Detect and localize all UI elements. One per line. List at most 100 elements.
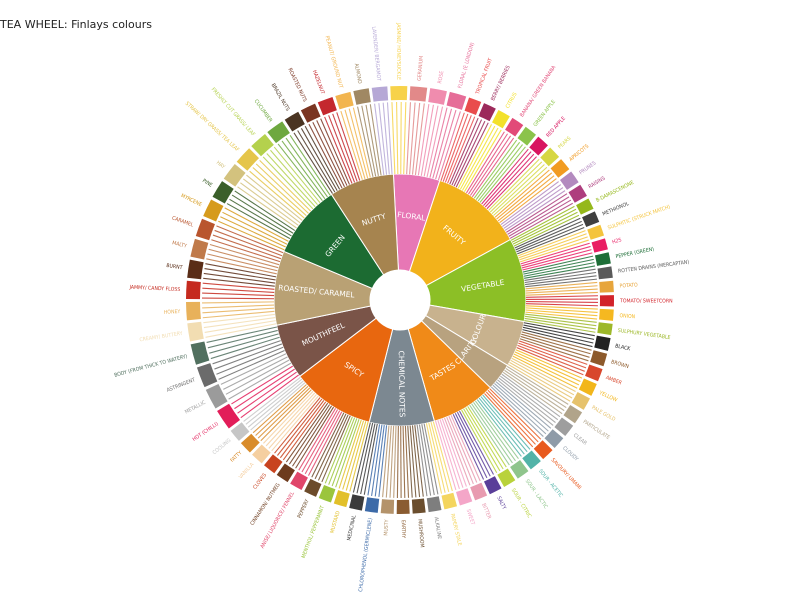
tick-line — [518, 342, 587, 369]
flavour-swatch-cloudy[interactable] — [544, 429, 564, 448]
flavour-swatch-apricots[interactable] — [550, 159, 570, 178]
flavour-swatch-clear[interactable] — [554, 417, 574, 436]
flavour-swatch-fatty[interactable] — [240, 433, 260, 453]
flavour-swatch-medicinal[interactable] — [349, 494, 365, 511]
flavour-swatch-papery-stale[interactable] — [441, 492, 458, 510]
flavour-swatch-methionol[interactable] — [582, 211, 600, 228]
flavour-swatch-hot-chilli[interactable] — [217, 403, 241, 429]
tick-line — [320, 118, 351, 185]
flavour-swatch-onion[interactable] — [599, 308, 614, 321]
flavour-swatch-pale-gold[interactable] — [571, 392, 590, 410]
flavour-swatch-mustard[interactable] — [333, 490, 350, 508]
flavour-swatch-malty[interactable] — [190, 238, 209, 260]
flavour-swatch-body-from-thick-to-watery[interactable] — [190, 341, 210, 365]
flavour-swatch-peanut-ground-nut[interactable] — [335, 91, 354, 110]
flavour-swatch-banana-green-banana[interactable] — [505, 117, 524, 137]
flavour-swatch-particulate[interactable] — [563, 405, 583, 424]
flavour-swatch-earthy[interactable] — [396, 499, 410, 514]
flavour-swatch-almond[interactable] — [353, 88, 371, 105]
flavour-swatch-geranium[interactable] — [409, 86, 428, 102]
flavour-swatch-rotten-drains-mercaptan[interactable] — [597, 266, 613, 280]
flavour-swatch-anise-liquorice-fennel[interactable] — [290, 471, 308, 490]
flavour-swatch-jammy-candy-floss[interactable] — [186, 280, 201, 300]
flavour-swatch-sulphury-vegetable[interactable] — [597, 322, 613, 336]
flavour-swatch-menthol-peppermint[interactable] — [318, 485, 336, 503]
flavour-swatch-tropical-fruit[interactable] — [464, 97, 482, 115]
page-title: TEA WHEEL: Finlays colours — [0, 18, 152, 31]
flavour-swatch-h2s[interactable] — [591, 238, 608, 253]
flavour-swatch-caramel[interactable] — [195, 218, 215, 241]
tick-line — [396, 425, 399, 498]
tick-line — [301, 409, 339, 473]
tick-line — [437, 420, 460, 490]
flavour-swatch-peppery[interactable] — [304, 478, 322, 497]
tick-line — [324, 116, 353, 184]
tick-line — [211, 239, 281, 263]
flavour-swatch-musty[interactable] — [380, 499, 395, 514]
flavour-swatch-creamy-buttery[interactable] — [187, 321, 204, 342]
flavour-swatch-savoury-umami[interactable] — [533, 440, 553, 460]
flavour-swatch-pears[interactable] — [540, 147, 560, 167]
flavour-swatch-citrus[interactable] — [492, 110, 510, 129]
tick-line — [513, 214, 580, 247]
flavour-swatch-myrcene[interactable] — [203, 199, 224, 222]
tick-line — [266, 153, 316, 208]
flavour-swatch-bitter[interactable] — [470, 482, 488, 501]
tick-line — [451, 119, 483, 186]
tick-line — [457, 124, 493, 189]
flavour-swatch-cinnamon-nutmeg[interactable] — [276, 463, 295, 483]
flavour-label-amber: AMBER — [605, 375, 623, 387]
flavour-swatch-burnt[interactable] — [187, 259, 204, 280]
flavour-swatch-chlorophenol-germiclene[interactable] — [364, 497, 380, 513]
flavour-swatch-pepper-green[interactable] — [594, 252, 611, 266]
flavour-swatch-amber[interactable] — [585, 364, 603, 382]
flavour-swatch-red-apple[interactable] — [529, 136, 548, 156]
flavour-swatch-straw-dry-grass-tea-leaf[interactable] — [236, 148, 260, 171]
flavour-swatch-pine[interactable] — [212, 181, 234, 204]
flavour-swatch-freshly-cut-grass-leaf[interactable] — [251, 133, 274, 157]
flavour-swatch-alkaline[interactable] — [426, 496, 442, 513]
flavour-swatch-cucumber[interactable] — [267, 121, 290, 144]
flavour-swatch-roasted-nuts[interactable] — [300, 103, 321, 123]
flavour-swatch-potato[interactable] — [599, 280, 614, 293]
flavour-swatch-hay[interactable] — [223, 164, 246, 187]
tick-line — [463, 408, 501, 472]
flavour-swatch-sweet[interactable] — [455, 488, 473, 506]
flavour-swatch-yellow[interactable] — [578, 378, 597, 396]
flavour-label-peppery: PEPPERY — [297, 498, 311, 519]
flavour-swatch-sour-lactic[interactable] — [510, 459, 529, 479]
flavour-swatch-sulphitic-struck-match[interactable] — [587, 224, 605, 240]
flavour-swatch-rose[interactable] — [428, 88, 447, 105]
flavour-swatch-tomato-sweetcorn[interactable] — [599, 295, 614, 307]
flavour-swatch-berry-berries[interactable] — [478, 103, 496, 122]
flavour-swatch-hazelnut[interactable] — [317, 96, 337, 116]
tick-line — [243, 178, 301, 224]
flavour-swatch-b-damascenone[interactable] — [576, 198, 594, 215]
flavour-swatch-jasmine-honeysuckle[interactable] — [390, 86, 408, 101]
flavour-swatch-vanilla[interactable] — [252, 444, 271, 464]
flavour-swatch-cloves[interactable] — [264, 454, 283, 474]
flavour-swatch-raisins[interactable] — [568, 184, 587, 203]
flavour-swatch-astringent[interactable] — [196, 363, 218, 388]
flavour-swatch-lavender-bergamot[interactable] — [371, 86, 389, 102]
flavour-swatch-sour-citric[interactable] — [497, 468, 516, 487]
tick-line — [279, 400, 325, 459]
flavour-swatch-brazil-nuts[interactable] — [284, 111, 305, 132]
tick-line — [214, 343, 283, 370]
flavour-swatch-mushroom[interactable] — [411, 498, 426, 514]
flavour-swatch-brown[interactable] — [590, 350, 608, 367]
flavour-swatch-metallic[interactable] — [205, 383, 228, 409]
flavour-swatch-green-apple[interactable] — [517, 126, 536, 146]
flavour-swatch-prunes[interactable] — [559, 171, 579, 190]
flavour-swatch-honey[interactable] — [186, 301, 201, 321]
flavour-label-cucumber: CUCUMBER — [253, 99, 274, 125]
tick-line — [202, 307, 275, 314]
tick-line — [220, 216, 286, 248]
flavour-swatch-floral-e-london[interactable] — [446, 91, 467, 110]
flavour-label-myrcene: MYRCENE — [180, 193, 203, 208]
flavour-swatch-cooling[interactable] — [230, 422, 250, 441]
flavour-swatch-sour-acetic[interactable] — [522, 450, 541, 470]
flavour-swatch-salty[interactable] — [483, 476, 502, 495]
flavour-swatch-black[interactable] — [594, 335, 611, 351]
tick-line — [268, 394, 317, 449]
